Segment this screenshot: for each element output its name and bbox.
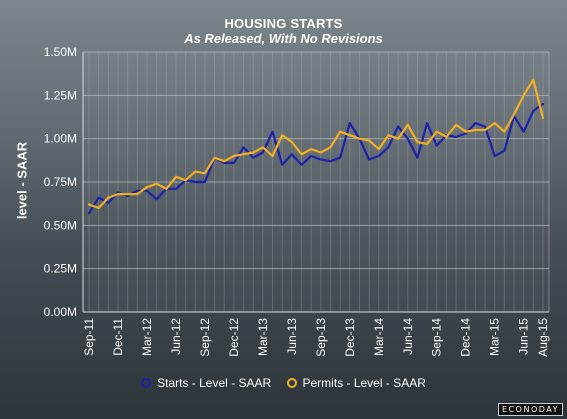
y-tick-label: 1.00M xyxy=(44,132,77,146)
x-tick-label: Sep-13 xyxy=(314,318,328,357)
legend-label-permits: Permits - Level - SAAR xyxy=(302,376,426,390)
x-tick-label: Mar-12 xyxy=(140,318,154,356)
chart-subtitle: As Released, With No Revisions xyxy=(184,31,383,46)
y-tick-label: 1.50M xyxy=(44,45,77,59)
x-tick-label: Mar-15 xyxy=(488,318,502,356)
legend-marker-starts xyxy=(141,377,152,388)
y-tick-label: 0.75M xyxy=(44,175,77,189)
x-tick-label: Jun-12 xyxy=(169,318,183,355)
y-tick-label: 0.00M xyxy=(44,305,77,319)
series-line-permits xyxy=(87,78,545,210)
x-tick-label: Sep-11 xyxy=(82,318,96,356)
brand-logo: ECONODAY xyxy=(498,403,563,416)
x-tick-label: Mar-13 xyxy=(256,318,270,356)
legend-item-starts: Starts - Level - SAAR xyxy=(141,376,271,390)
x-tick-label: Dec-13 xyxy=(343,318,357,357)
x-tick-label: Aug-15 xyxy=(536,318,550,357)
y-tick-label: 0.25M xyxy=(44,262,77,276)
x-tick-label: Dec-11 xyxy=(111,318,125,356)
y-tick-label: 0.50M xyxy=(44,218,77,232)
chart-title: HOUSING STARTS xyxy=(224,16,343,31)
x-tick-label: Jun-15 xyxy=(517,318,531,355)
legend-item-permits: Permits - Level - SAAR xyxy=(286,376,426,390)
x-tick-label: Sep-14 xyxy=(430,318,444,357)
x-tick-label: Jun-13 xyxy=(285,318,299,355)
x-tick-label: Sep-12 xyxy=(198,318,212,357)
y-tick-label: 1.25M xyxy=(44,88,77,102)
legend-label-starts: Starts - Level - SAAR xyxy=(157,376,272,390)
legend: Starts - Level - SAAR Permits - Level - … xyxy=(0,376,567,390)
x-tick-label: Dec-12 xyxy=(227,318,241,357)
x-tick-label: Mar-14 xyxy=(372,318,386,356)
legend-marker-permits xyxy=(286,377,297,388)
x-tick-label: Dec-14 xyxy=(459,318,473,357)
x-tick-label: Jun-14 xyxy=(401,318,415,355)
